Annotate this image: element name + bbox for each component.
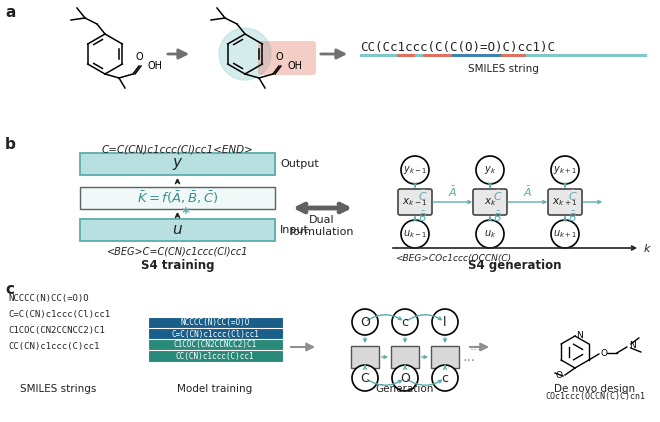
Text: C1COC(CN2CCNCC2)C1: C1COC(CN2CCNCC2)C1 — [8, 326, 105, 335]
Text: c: c — [5, 282, 14, 297]
Circle shape — [551, 220, 579, 248]
Text: ...: ... — [463, 350, 476, 364]
Text: NCCCC(N)CC(=O)O: NCCCC(N)CC(=O)O — [180, 319, 249, 327]
Text: $x_{k+1}$: $x_{k+1}$ — [552, 196, 578, 208]
Text: C=C(CN)c1ccc(Cl)cc1: C=C(CN)c1ccc(Cl)cc1 — [171, 330, 259, 338]
Text: $u$: $u$ — [172, 222, 183, 238]
Circle shape — [352, 365, 378, 391]
Text: a: a — [5, 5, 15, 20]
Circle shape — [219, 28, 271, 80]
Text: $y_{k+1}$: $y_{k+1}$ — [553, 164, 577, 176]
Text: N: N — [629, 341, 636, 351]
Text: OH: OH — [287, 61, 302, 71]
FancyBboxPatch shape — [148, 317, 283, 329]
Text: $k$: $k$ — [643, 242, 652, 254]
Bar — [527, 54, 647, 57]
Text: N: N — [576, 330, 583, 340]
FancyBboxPatch shape — [548, 189, 582, 215]
Text: C=C(CN)c1ccc(Cl)cc1: C=C(CN)c1ccc(Cl)cc1 — [8, 310, 110, 319]
Circle shape — [352, 309, 378, 335]
Text: $x_{k-1}$: $x_{k-1}$ — [402, 196, 428, 208]
Text: Model training: Model training — [178, 384, 253, 394]
Circle shape — [476, 220, 504, 248]
Circle shape — [392, 309, 418, 335]
Text: c: c — [442, 371, 449, 384]
Text: Input: Input — [280, 225, 309, 235]
FancyBboxPatch shape — [148, 339, 283, 351]
Circle shape — [432, 365, 458, 391]
Text: b: b — [5, 137, 16, 152]
Text: $\bar{B}$: $\bar{B}$ — [418, 209, 427, 224]
Bar — [360, 54, 397, 57]
Text: O: O — [400, 371, 410, 384]
Text: $\bar{C}$: $\bar{C}$ — [568, 189, 578, 203]
Text: NCCCC(N)CC(=O)O: NCCCC(N)CC(=O)O — [8, 294, 88, 303]
FancyBboxPatch shape — [80, 153, 275, 175]
Text: $\bar{A}$: $\bar{A}$ — [447, 185, 457, 199]
Text: $\bar{C}$: $\bar{C}$ — [493, 189, 503, 203]
FancyBboxPatch shape — [258, 41, 316, 75]
Text: *: * — [182, 206, 189, 222]
Text: <BEG>COc1ccc(OCCN(C): <BEG>COc1ccc(OCCN(C) — [395, 254, 511, 263]
Text: Generation: Generation — [376, 384, 434, 394]
FancyBboxPatch shape — [80, 187, 275, 209]
Text: $y$: $y$ — [172, 156, 183, 172]
Text: ...: ... — [470, 341, 482, 354]
Text: $\bar{B}$: $\bar{B}$ — [568, 209, 577, 224]
Bar — [423, 54, 452, 57]
FancyBboxPatch shape — [431, 346, 459, 368]
Text: $u_{k+1}$: $u_{k+1}$ — [553, 228, 577, 240]
Text: CC(CN)c1ccc(C)cc1: CC(CN)c1ccc(C)cc1 — [8, 342, 100, 351]
FancyBboxPatch shape — [391, 346, 419, 368]
Text: l: l — [444, 316, 447, 328]
Text: <BEG>C=C(CN)c1ccc(Cl)cc1: <BEG>C=C(CN)c1ccc(Cl)cc1 — [107, 247, 248, 257]
Circle shape — [401, 156, 429, 184]
FancyBboxPatch shape — [80, 219, 275, 241]
Text: $y_k$: $y_k$ — [484, 164, 496, 176]
Text: $u_k$: $u_k$ — [484, 228, 496, 240]
Bar — [397, 54, 414, 57]
Circle shape — [432, 309, 458, 335]
Circle shape — [392, 365, 418, 391]
Bar — [452, 54, 501, 57]
Text: $\bar{K}=f(\bar{A},\bar{B},\bar{C})$: $\bar{K}=f(\bar{A},\bar{B},\bar{C})$ — [137, 190, 218, 206]
Circle shape — [551, 156, 579, 184]
Text: $\bar{C}$: $\bar{C}$ — [418, 189, 428, 203]
Text: C=C(CN)c1ccc(Cl)cc1<END>: C=C(CN)c1ccc(Cl)cc1<END> — [102, 144, 253, 154]
Text: $u_{k-1}$: $u_{k-1}$ — [403, 228, 427, 240]
Text: C: C — [360, 371, 370, 384]
Text: c: c — [401, 316, 409, 328]
FancyBboxPatch shape — [148, 350, 283, 362]
Text: SMILES string: SMILES string — [468, 64, 539, 74]
Text: CC(Cc1ccc(C(C(O)=O)C)cc1)C: CC(Cc1ccc(C(C(O)=O)C)cc1)C — [360, 41, 555, 54]
Text: OH: OH — [147, 61, 162, 71]
Text: C1COC(CN2CCNCC2)C1: C1COC(CN2CCNCC2)C1 — [174, 341, 257, 349]
Bar — [414, 54, 423, 57]
Text: $y_{k-1}$: $y_{k-1}$ — [403, 164, 427, 176]
FancyBboxPatch shape — [148, 328, 283, 340]
Text: O: O — [556, 371, 563, 381]
FancyBboxPatch shape — [473, 189, 507, 215]
Text: COc1ccc(OCCN(C)C)cn1: COc1ccc(OCCN(C)C)cn1 — [545, 392, 645, 401]
Bar — [501, 54, 527, 57]
Text: Output: Output — [280, 159, 319, 169]
Text: O: O — [601, 349, 608, 357]
Text: SMILES strings: SMILES strings — [20, 384, 96, 394]
Text: O: O — [135, 52, 143, 62]
Text: $\bar{A}$: $\bar{A}$ — [523, 185, 532, 199]
Text: $x_k$: $x_k$ — [484, 196, 496, 208]
Circle shape — [476, 156, 504, 184]
Text: CC(CN)c1ccc(C)cc1: CC(CN)c1ccc(C)cc1 — [176, 352, 254, 360]
FancyBboxPatch shape — [398, 189, 432, 215]
FancyBboxPatch shape — [351, 346, 379, 368]
Text: O: O — [275, 52, 283, 62]
Text: $\bar{B}$: $\bar{B}$ — [493, 209, 502, 224]
Text: Dual
formulation: Dual formulation — [290, 215, 354, 237]
Text: O: O — [360, 316, 370, 328]
Text: S4 generation: S4 generation — [468, 259, 562, 272]
Text: S4 training: S4 training — [141, 259, 214, 272]
Text: De novo design: De novo design — [554, 384, 636, 394]
Circle shape — [401, 220, 429, 248]
